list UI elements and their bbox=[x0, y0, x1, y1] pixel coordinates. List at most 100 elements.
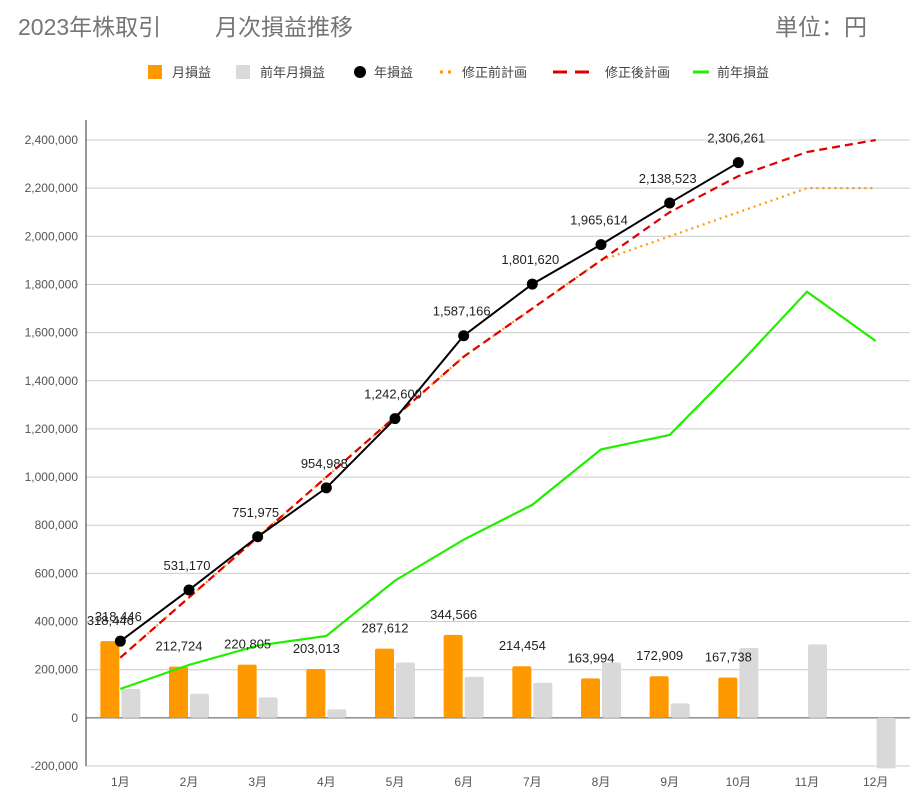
grid bbox=[86, 139, 910, 767]
y-tick-label: 2,000,000 bbox=[25, 229, 79, 243]
x-tick-label: 7月 bbox=[523, 775, 542, 789]
annual-point bbox=[458, 330, 470, 342]
legend-plan-before-label: 修正前計画 bbox=[462, 65, 527, 80]
annual-value-label: 318,446 bbox=[95, 609, 142, 624]
y-tick-label: 400,000 bbox=[35, 615, 79, 629]
chart-subtitle: 月次損益推移 bbox=[215, 14, 353, 40]
annual-value-label: 1,242,600 bbox=[364, 387, 422, 402]
annual-point bbox=[114, 635, 126, 647]
monthly-value-label: 344,566 bbox=[430, 607, 477, 622]
annual-point bbox=[183, 584, 195, 596]
unit-label: 単位：円 bbox=[775, 14, 867, 40]
prev-monthly-bar bbox=[739, 648, 759, 718]
annual-value-label: 1,801,620 bbox=[501, 252, 559, 267]
annual-value-label: 2,138,523 bbox=[639, 171, 697, 186]
x-tick-label: 2月 bbox=[180, 775, 199, 789]
prev-monthly-bar bbox=[396, 662, 415, 718]
x-tick-label: 5月 bbox=[386, 775, 405, 789]
monthly-value-label: 214,454 bbox=[499, 638, 546, 653]
monthly-bar bbox=[581, 678, 600, 718]
annual-point bbox=[664, 197, 676, 209]
monthly-value-label: 203,013 bbox=[293, 641, 340, 656]
legend-annual-label: 年損益 bbox=[374, 65, 413, 80]
prev-monthly-bar bbox=[121, 688, 141, 718]
legend-annual-swatch bbox=[354, 66, 366, 78]
monthly-bar bbox=[375, 648, 394, 718]
monthly-bar bbox=[237, 664, 257, 718]
monthly-value-label: 287,612 bbox=[362, 621, 409, 636]
monthly-bar bbox=[649, 676, 669, 718]
x-axis: 1月 2月 3月 4月 5月 6月 7月 8月 9月 10月 11月 12月 bbox=[111, 775, 888, 789]
legend-prev-annual-label: 前年損益 bbox=[717, 65, 769, 80]
plan-before-line bbox=[119, 187, 876, 659]
y-tick-label: 1,800,000 bbox=[25, 277, 79, 291]
x-tick-label: 8月 bbox=[592, 775, 611, 789]
x-tick-label: 1月 bbox=[111, 775, 130, 789]
monthly-value-label: 172,909 bbox=[636, 648, 683, 663]
monthly-value-label: 212,724 bbox=[156, 639, 203, 654]
monthly-bar bbox=[100, 641, 120, 718]
x-tick-label: 11月 bbox=[795, 775, 819, 789]
prev-monthly-bar bbox=[533, 682, 553, 718]
annual-line bbox=[119, 161, 739, 642]
prev-monthly-bar bbox=[808, 644, 827, 718]
y-tick-label: 1,600,000 bbox=[25, 326, 79, 340]
annual-value-label: 751,975 bbox=[232, 505, 279, 520]
chart-title: 2023年株取引 bbox=[18, 14, 162, 40]
prev-annual-line bbox=[119, 290, 877, 690]
monthly-bar bbox=[169, 666, 188, 718]
y-tick-label: 1,200,000 bbox=[25, 422, 79, 436]
y-tick-label: 1,400,000 bbox=[25, 374, 79, 388]
annual-value-label: 2,306,261 bbox=[707, 131, 765, 146]
monthly-bar bbox=[718, 677, 738, 718]
annual-point bbox=[732, 157, 744, 169]
monthly-bar bbox=[512, 666, 532, 718]
y-tick-label: 2,200,000 bbox=[25, 181, 79, 195]
monthly-bar bbox=[443, 634, 463, 718]
annual-value-label: 531,170 bbox=[164, 558, 211, 573]
monthly-value-label: 318,446 bbox=[87, 613, 134, 628]
y-tick-label: 200,000 bbox=[35, 663, 79, 677]
annual-value-label: 1,587,166 bbox=[433, 304, 491, 319]
annual-point bbox=[389, 413, 401, 425]
prev-monthly-bar bbox=[464, 676, 484, 718]
prev-monthly-bar bbox=[190, 693, 209, 718]
annual-point bbox=[320, 482, 332, 494]
x-tick-label: 9月 bbox=[660, 775, 679, 789]
y-axis: -200,000 0 200,000 400,000 600,000 800,000 1,0… bbox=[25, 120, 87, 773]
annual-point bbox=[526, 278, 538, 290]
x-tick-label: 10月 bbox=[726, 775, 751, 789]
x-tick-label: 12月 bbox=[863, 775, 888, 789]
monthly-bar bbox=[306, 668, 326, 718]
y-tick-label: 2,400,000 bbox=[25, 133, 79, 147]
legend-prev-monthly-swatch bbox=[236, 65, 250, 79]
prev-monthly-bar bbox=[602, 662, 621, 718]
data-labels: 318,446 531,170 751,975 954,988 1,242,600 1,5… bbox=[87, 131, 765, 666]
monthly-value-label: 220,805 bbox=[224, 637, 271, 652]
prev-monthly-bar bbox=[258, 697, 278, 718]
bars bbox=[100, 634, 896, 769]
monthly-value-label: 163,994 bbox=[568, 650, 615, 665]
annual-value-label: 954,988 bbox=[301, 456, 348, 471]
y-tick-label: 600,000 bbox=[35, 566, 79, 580]
x-tick-label: 3月 bbox=[248, 775, 267, 789]
prev-monthly-bar bbox=[876, 717, 896, 769]
legend-plan-after-label: 修正後計画 bbox=[605, 65, 670, 80]
lines bbox=[114, 138, 877, 690]
y-tick-label: 0 bbox=[71, 711, 78, 725]
legend-prev-monthly-label: 前年月損益 bbox=[260, 65, 325, 80]
legend-monthly-label: 月損益 bbox=[172, 65, 211, 80]
annual-value-label: 1,965,614 bbox=[570, 213, 628, 228]
x-tick-label: 4月 bbox=[317, 775, 336, 789]
prev-monthly-bar bbox=[670, 703, 690, 718]
y-tick-label: -200,000 bbox=[31, 759, 79, 773]
legend: 月損益 前年月損益 年損益 修正前計画 修正後計画 前年損益 bbox=[148, 65, 769, 80]
y-tick-label: 800,000 bbox=[35, 518, 79, 532]
annual-point bbox=[595, 239, 607, 251]
y-tick-label: 1,000,000 bbox=[25, 470, 79, 484]
plan-after-line bbox=[119, 138, 876, 659]
x-tick-label: 6月 bbox=[454, 775, 473, 789]
monthly-value-label: 167,738 bbox=[705, 649, 752, 664]
legend-monthly-swatch bbox=[148, 65, 162, 79]
